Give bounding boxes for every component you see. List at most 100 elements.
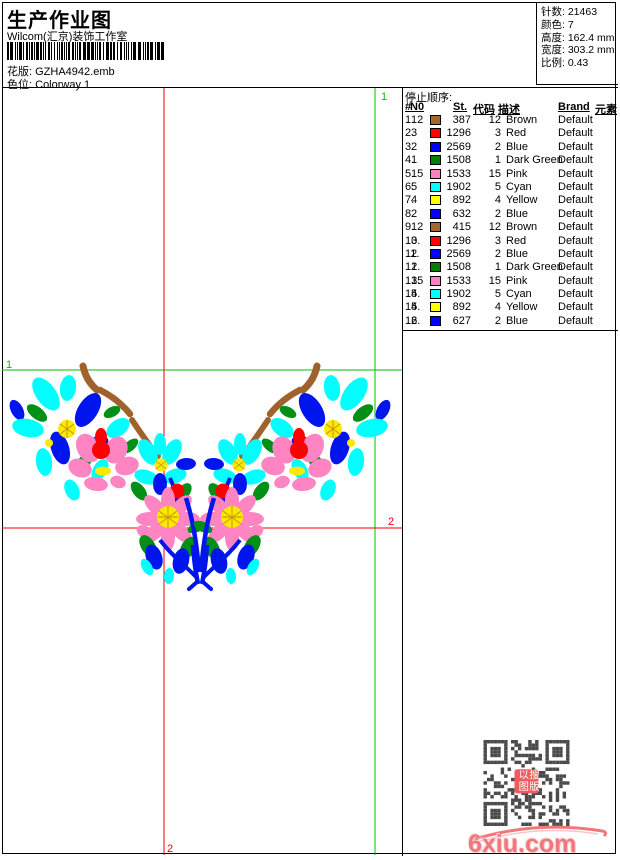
color-swatch (430, 315, 441, 326)
row-number: 6. (405, 180, 415, 193)
table-row: 6. 5 1902 5 Cyan Default (403, 181, 618, 194)
color-description: Brown (506, 221, 538, 234)
color-swatch (430, 181, 441, 192)
thread-code: 15 (488, 274, 501, 287)
thread-code: 4 (494, 301, 501, 314)
stitch-count: 1902 (446, 288, 471, 301)
table-row: 14. 5 1902 5 Cyan Default (403, 288, 618, 301)
thread-brand: Default (558, 114, 593, 126)
needle-number: 2 (411, 247, 418, 260)
design-info-row: 宽度: 303.2 mm (541, 44, 615, 57)
needle-number: 2 (411, 314, 418, 327)
color-swatch (430, 195, 441, 206)
table-row: 16. 2 627 2 Blue Default (403, 315, 618, 328)
thread-brand: Default (558, 154, 593, 167)
stitch-count: 1533 (446, 167, 471, 180)
row-number: 14. (405, 288, 421, 301)
color-description: Blue (506, 247, 529, 260)
colorway-row: 色位: Colorway 1 (7, 76, 90, 92)
needle-number: 15 (411, 167, 424, 180)
table-row: 10. 3 1296 3 Red Default (403, 235, 618, 248)
color-description: Red (506, 127, 527, 140)
design-center-stems (187, 544, 213, 591)
row-number: 2. (405, 127, 415, 140)
table-row: 15. 4 892 4 Yellow Default (403, 301, 618, 314)
pattern-label: 花版: (7, 66, 33, 78)
row-number: 5. (405, 167, 415, 180)
row-number: 13. (405, 274, 421, 287)
stitch-count: 1533 (446, 274, 471, 287)
thread-code: 3 (494, 127, 501, 140)
table-row: 7. 4 892 4 Yellow Default (403, 194, 618, 207)
thread-brand: Default (558, 167, 593, 180)
column-header-0: # (405, 101, 412, 113)
needle-number: 4 (411, 301, 418, 314)
thread-brand: Default (558, 247, 593, 260)
thread-brand: Default (558, 301, 593, 314)
needle-number: 2 (411, 207, 418, 220)
table-row: 5. 15 1533 15 Pink Default (403, 168, 618, 181)
design-info-panel: 针数: 21463 颜色: 7 高度: 162.4 mm 宽度: 303.2 mm 比例… (536, 2, 618, 85)
design-info-row: 颜色: 7 (541, 18, 574, 31)
header: 生产作业图 Wilcom(汇京)装饰工作室 花版: GZHA4942.emb 色… (2, 2, 618, 91)
needle-number: 12 (411, 114, 424, 126)
thread-code: 12 (488, 114, 501, 126)
stitch-count: 632 (452, 207, 471, 220)
stitch-count: 892 (452, 301, 471, 314)
color-description: Dark Green (506, 154, 563, 167)
color-description: Yellow (506, 301, 538, 314)
watermark-site-text: 6xiu.com (468, 830, 577, 858)
thread-brand: Default (558, 274, 593, 287)
column-header-3: 代码 (473, 104, 495, 116)
stop-sequence-header: # N0 St. 代码 描述 Brand 元素 (403, 101, 618, 116)
color-description: Blue (506, 140, 529, 153)
qr-center-char: 搜 (529, 769, 539, 782)
color-description: Yellow (506, 194, 538, 207)
needle-number: 5 (411, 288, 418, 301)
column-header-2: St. (453, 101, 468, 113)
needle-number: 1 (411, 261, 418, 274)
row-number: 11. (405, 247, 420, 260)
stitch-count: 387 (452, 114, 471, 126)
color-description: Pink (506, 167, 528, 180)
stitch-count: 1296 (446, 234, 471, 247)
table-bottom-border (403, 330, 618, 331)
needle-number: 3 (411, 127, 418, 140)
color-description: Pink (506, 274, 528, 287)
thread-brand: Default (558, 127, 593, 140)
color-description: Blue (506, 207, 529, 220)
table-row: 4. 1 1508 1 Dark Green Default (403, 154, 618, 167)
needle-number: 12 (411, 221, 424, 234)
pattern-filename: GZHA4942.emb (35, 66, 115, 78)
end-marker-label-right: 2 (388, 516, 394, 528)
thread-code: 4 (494, 194, 501, 207)
stitch-count: 2569 (446, 140, 471, 153)
thread-code: 5 (494, 180, 501, 193)
qr-center-char: 以 (519, 770, 529, 782)
table-row: 9. 12 415 12 Brown Default (403, 221, 618, 234)
color-swatch (430, 115, 441, 125)
thread-brand: Default (558, 221, 593, 234)
stop-sequence-title: 停止顺序: (405, 92, 453, 104)
pattern-file-row: 花版: GZHA4942.emb (7, 63, 115, 79)
stitch-count: 1902 (446, 180, 471, 193)
thread-brand: Default (558, 288, 593, 301)
color-swatch (430, 155, 441, 166)
row-number: 9. (405, 221, 415, 234)
table-row: 11. 2 2569 2 Blue Default (403, 248, 618, 261)
color-swatch (430, 222, 441, 233)
color-description: Dark Green (506, 261, 563, 274)
stitch-count: 1508 (446, 154, 471, 167)
needle-number: 1 (411, 154, 418, 167)
stitch-count: 415 (452, 221, 471, 234)
thread-brand: Default (558, 140, 593, 153)
row-number: 15. (405, 301, 421, 314)
design-right-arm (192, 366, 394, 584)
end-marker-label-bottom: 2 (167, 843, 173, 855)
row-number: 8. (405, 207, 415, 220)
row-number: 10. (405, 234, 421, 247)
color-description: Brown (506, 114, 538, 126)
color-swatch (430, 168, 441, 179)
